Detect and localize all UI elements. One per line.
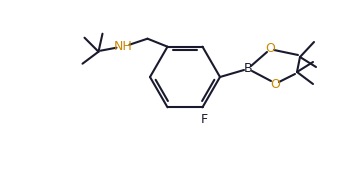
Text: NH: NH <box>114 40 133 53</box>
Text: O: O <box>265 42 275 56</box>
Text: O: O <box>270 78 280 90</box>
Text: F: F <box>201 113 208 126</box>
Text: B: B <box>244 62 252 76</box>
